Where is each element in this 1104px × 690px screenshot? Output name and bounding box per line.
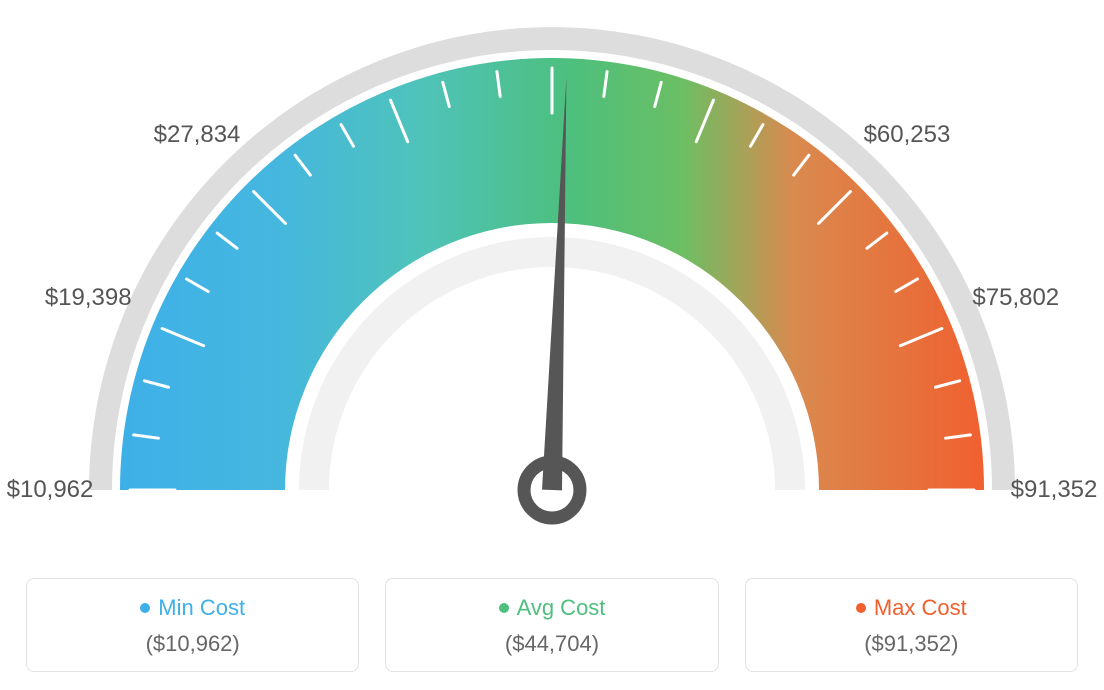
- legend-title-avg-text: Avg Cost: [517, 595, 606, 621]
- cost-gauge-container: $10,962 $19,398 $27,834 $44,704 $60,253 $75,8…: [0, 0, 1104, 690]
- gauge-tick-label: $27,834: [154, 121, 241, 149]
- gauge-tick-label: $60,253: [864, 121, 951, 149]
- gauge-tick-label: $10,962: [7, 476, 94, 504]
- gauge-tick-label: $44,704: [509, 0, 596, 2]
- gauge-tick-label: $19,398: [45, 284, 132, 312]
- dot-icon: [856, 603, 866, 613]
- legend-row: Min Cost ($10,962) Avg Cost ($44,704) Ma…: [0, 578, 1104, 672]
- legend-title-min: Min Cost: [140, 595, 245, 621]
- legend-value-min: ($10,962): [35, 631, 350, 657]
- gauge-area: $10,962 $19,398 $27,834 $44,704 $60,253 $75,8…: [0, 0, 1104, 560]
- legend-value-max: ($91,352): [754, 631, 1069, 657]
- dot-icon: [140, 603, 150, 613]
- legend-card-avg: Avg Cost ($44,704): [385, 578, 718, 672]
- legend-title-max-text: Max Cost: [874, 595, 967, 621]
- gauge-tick-label: $91,352: [1011, 476, 1098, 504]
- legend-card-max: Max Cost ($91,352): [745, 578, 1078, 672]
- gauge-svg: [0, 0, 1104, 560]
- legend-title-avg: Avg Cost: [499, 595, 606, 621]
- legend-title-min-text: Min Cost: [158, 595, 245, 621]
- dot-icon: [499, 603, 509, 613]
- gauge-tick-label: $75,802: [972, 284, 1059, 312]
- legend-value-avg: ($44,704): [394, 631, 709, 657]
- legend-card-min: Min Cost ($10,962): [26, 578, 359, 672]
- legend-title-max: Max Cost: [856, 595, 967, 621]
